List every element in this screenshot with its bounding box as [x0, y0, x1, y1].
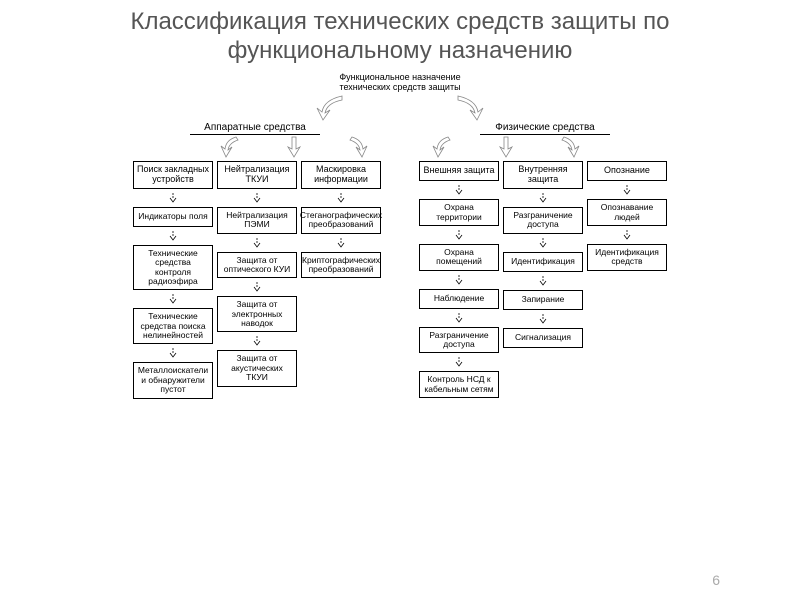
- dash-arrow-icon: [168, 348, 178, 358]
- branch-left: Аппаратные средства: [190, 122, 320, 135]
- dash-arrow: [459, 187, 460, 193]
- dash-arrow-icon: [252, 336, 262, 346]
- column: Поиск закладных устройств Индикаторы поля…: [133, 161, 213, 398]
- dash-arrow-icon: [168, 231, 178, 241]
- item-box: Разграничение доступа: [419, 327, 499, 354]
- dash-arrow: [459, 359, 460, 365]
- dash-arrow: [257, 284, 258, 290]
- column-head: Нейтрализация ТКУИ: [217, 161, 297, 189]
- item-box: Идентификация: [503, 252, 583, 272]
- column-head: Поиск закладных устройств: [133, 161, 213, 189]
- dash-arrow: [173, 296, 174, 302]
- dash-arrow-icon: [622, 185, 632, 195]
- branch-arrows-row: [0, 135, 800, 161]
- item-box: Охрана помещений: [419, 244, 499, 271]
- dash-arrow-icon: [454, 357, 464, 367]
- item-box: Нейтрализация ПЭМИ: [217, 207, 297, 234]
- dash-arrow-icon: [252, 193, 262, 203]
- dash-arrow-icon: [168, 294, 178, 304]
- dash-arrow: [459, 277, 460, 283]
- page-title: Классификация технических средств защиты…: [0, 0, 800, 70]
- dash-arrow-icon: [454, 275, 464, 285]
- dash-arrow: [257, 240, 258, 246]
- column: Нейтрализация ТКУИ Нейтрализация ПЭМИ Защи…: [217, 161, 297, 398]
- arrow-down-icon: [344, 135, 370, 159]
- dash-arrow: [257, 338, 258, 344]
- dash-arrow-icon: [336, 193, 346, 203]
- item-box: Охрана территории: [419, 199, 499, 226]
- item-box: Технические средства поиска нелинейносте…: [133, 308, 213, 344]
- dash-arrow: [341, 240, 342, 246]
- arrow-down-icon: [284, 135, 304, 159]
- right-side: Внешняя защита Охрана территории Охрана по…: [419, 161, 667, 398]
- dash-arrow-icon: [538, 238, 548, 248]
- spacer: [385, 161, 415, 398]
- item-box: Разграничение доступа: [503, 207, 583, 234]
- dash-arrow: [173, 233, 174, 239]
- item-box: Индикаторы поля: [133, 207, 213, 227]
- item-box: Сигнализация: [503, 328, 583, 348]
- dash-arrow-icon: [538, 314, 548, 324]
- item-box: Идентификация средств: [587, 244, 667, 271]
- arrow-down-icon: [218, 135, 244, 159]
- item-box: Металлоискатели и обнаружители пустот: [133, 362, 213, 398]
- item-box: Защита от электронных наводок: [217, 296, 297, 332]
- dash-arrow: [627, 232, 628, 238]
- dash-arrow: [627, 187, 628, 193]
- branch-right: Физические средства: [480, 122, 610, 135]
- dash-arrow-icon: [168, 193, 178, 203]
- item-box: Стеганографических преобразований: [301, 207, 381, 234]
- item-box: Защита от акустических ТКУИ: [217, 350, 297, 386]
- dash-arrow: [543, 278, 544, 284]
- item-box: Технические средства контроля радиоэфира: [133, 245, 213, 290]
- dash-arrow: [173, 195, 174, 201]
- curved-arrow-right-icon: [450, 94, 486, 122]
- column: Внешняя защита Охрана территории Охрана по…: [419, 161, 499, 398]
- dash-arrow: [459, 232, 460, 238]
- column: Опознание Опознавание людей Идентификация …: [587, 161, 667, 398]
- root-arrows: [0, 94, 800, 122]
- arrow-down-icon: [556, 135, 582, 159]
- arrow-down-icon: [430, 135, 456, 159]
- dash-arrow: [543, 316, 544, 322]
- dash-arrow-icon: [252, 282, 262, 292]
- item-box: Криптографических преобразований: [301, 252, 381, 279]
- root-label: Функциональное назначение технических ср…: [330, 72, 470, 93]
- column-head: Опознание: [587, 161, 667, 181]
- dash-arrow-icon: [252, 238, 262, 248]
- dash-arrow-icon: [454, 230, 464, 240]
- dash-arrow-icon: [622, 230, 632, 240]
- dash-arrow-icon: [538, 193, 548, 203]
- dash-arrow: [257, 195, 258, 201]
- dash-arrow: [543, 240, 544, 246]
- arrow-down-icon: [496, 135, 516, 159]
- dash-arrow-icon: [454, 185, 464, 195]
- dash-arrow: [459, 315, 460, 321]
- item-box: Наблюдение: [419, 289, 499, 309]
- dash-arrow-icon: [538, 276, 548, 286]
- dash-arrow-icon: [454, 313, 464, 323]
- column: Внутренняя защита Разграничение доступа Ид…: [503, 161, 583, 398]
- page-number: 6: [712, 572, 720, 588]
- item-box: Контроль НСД к кабельным сетям: [419, 371, 499, 398]
- curved-arrow-left-icon: [314, 94, 350, 122]
- dash-arrow: [341, 195, 342, 201]
- dash-arrow: [543, 195, 544, 201]
- item-box: Опознавание людей: [587, 199, 667, 226]
- dash-arrow: [173, 350, 174, 356]
- column: Маскировка информации Стеганографических …: [301, 161, 381, 398]
- column-head: Внутренняя защита: [503, 161, 583, 189]
- branch-row: Аппаратные средства Физические средства: [0, 122, 800, 135]
- item-box: Запирание: [503, 290, 583, 310]
- item-box: Защита от оптического КУИ: [217, 252, 297, 279]
- columns-container: Поиск закладных устройств Индикаторы поля…: [0, 161, 800, 398]
- left-side: Поиск закладных устройств Индикаторы поля…: [133, 161, 381, 398]
- dash-arrow-icon: [336, 238, 346, 248]
- column-head: Маскировка информации: [301, 161, 381, 189]
- column-head: Внешняя защита: [419, 161, 499, 181]
